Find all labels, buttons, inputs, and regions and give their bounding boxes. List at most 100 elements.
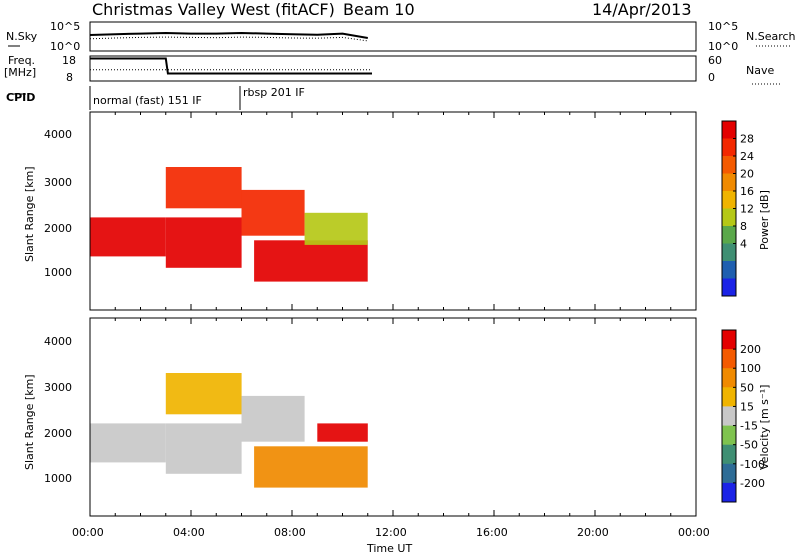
power-cbar-swatch-9 — [722, 278, 736, 297]
power-cbar-swatch-8 — [722, 261, 736, 279]
power-cbar-swatch-1 — [722, 138, 736, 157]
freq-tick-low: 8 — [66, 71, 73, 84]
vel-cbar-swatch-7 — [722, 463, 736, 484]
vel-cbar-tick-label-3: 15 — [740, 400, 754, 413]
nsky-left-tick-low: 10^0 — [50, 40, 80, 53]
cpid-mode-normal: normal (fast) 151 IF — [93, 94, 202, 107]
velocity-ylabel: Slant Range [km] — [23, 374, 36, 470]
vel-cbar-tick-label-0: 200 — [740, 343, 761, 356]
nave-tick-low: 0 — [708, 71, 715, 84]
freq-panel: Freq. [MHz] 18 8 60 0 Nave — [4, 54, 780, 85]
power-data-region-0 — [90, 217, 166, 257]
velocity-frame — [89, 317, 697, 517]
vel-cbar-swatch-0 — [722, 330, 736, 350]
power-colorbar-label: Power [dB] — [758, 190, 771, 250]
vel-data-region-2 — [165, 373, 242, 415]
power-data-region-3 — [241, 189, 305, 236]
time-tick-label-5: 20:00 — [577, 526, 609, 539]
velocity-colorbar: 200 100 50 15 -15 -50 -100 -200 — [721, 329, 765, 503]
power-ylabel: Slant Range [km] — [23, 166, 36, 262]
power-panel: 4000 3000 2000 1000 Slant Range [km] 28 2… — [23, 111, 771, 311]
vel-cbar-swatch-4 — [722, 406, 736, 426]
velocity-ytick-1000: 1000 — [44, 472, 72, 485]
power-ytick-2000: 2000 — [44, 222, 72, 235]
power-cbar-tick-label-5: 8 — [740, 220, 747, 233]
nsky-panel: N.Sky 10^5 10^0 10^5 10^0 N.Search — [6, 20, 796, 53]
nsearch-series-line — [89, 36, 368, 42]
vel-data-region-1 — [165, 423, 242, 474]
vel-data-region-4 — [254, 446, 368, 488]
power-cbar-swatch-2 — [722, 156, 736, 174]
power-ytick-1000: 1000 — [44, 266, 72, 279]
date-label: 14/Apr/2013 — [592, 0, 692, 19]
cpid-label: CPID — [6, 91, 35, 104]
freq-label-line2: [MHz] — [4, 66, 36, 79]
power-cbar-tick-label-2: 20 — [740, 168, 754, 181]
power-cbar-tick-label-3: 16 — [740, 185, 754, 198]
vel-cbar-swatch-1 — [722, 349, 736, 369]
vel-cbar-tick-label-5: -50 — [740, 439, 758, 452]
time-axis-label: Time UT — [366, 542, 412, 554]
beam-label: Beam 10 — [343, 0, 415, 19]
power-ytick-4000: 4000 — [44, 128, 72, 141]
power-data-region-5 — [304, 212, 368, 245]
time-tick-label-6: 00:00 — [678, 526, 710, 539]
vel-cbar-tick-label-2: 50 — [740, 381, 754, 394]
freq-tick-high: 18 — [62, 54, 76, 67]
power-cbar-swatch-3 — [722, 173, 736, 192]
velocity-ytick-4000: 4000 — [44, 335, 72, 348]
power-frame — [89, 111, 697, 311]
nsky-series-line — [89, 31, 368, 39]
power-colorbar: 28 24 20 16 12 8 4 — [721, 120, 754, 297]
vel-cbar-swatch-2 — [722, 368, 736, 388]
vel-cbar-swatch-3 — [722, 387, 736, 407]
power-cbar-tick-label-0: 28 — [740, 133, 754, 146]
vel-cbar-swatch-8 — [722, 482, 736, 503]
power-cbar-swatch-5 — [722, 208, 736, 227]
power-cbar-swatch-6 — [722, 226, 736, 244]
power-heatmap — [90, 167, 368, 282]
velocity-panel: 4000 3000 2000 1000 Slant Range [km] 200… — [23, 317, 771, 517]
freq-frame — [89, 55, 697, 82]
cpid-mode-rbsp: rbsp 201 IF — [243, 86, 305, 99]
freq-label-line1: Freq. — [8, 54, 35, 67]
power-cbar-tick-label-4: 12 — [740, 203, 754, 216]
vel-cbar-tick-label-6: -100 — [740, 458, 765, 471]
site-title: Christmas Valley West (fitACF) — [92, 0, 335, 19]
nsky-frame — [89, 21, 697, 52]
power-cbar-swatch-4 — [722, 191, 736, 209]
time-tick-label-0: 00:00 — [72, 526, 104, 539]
power-ytick-3000: 3000 — [44, 176, 72, 189]
nsearch-label: N.Search — [746, 30, 796, 43]
time-tick-label-1: 04:00 — [173, 526, 205, 539]
nave-label: Nave — [746, 64, 774, 77]
nsky-left-tick-high: 10^5 — [50, 20, 80, 33]
nsky-label: N.Sky — [6, 30, 38, 43]
vel-data-region-5 — [317, 423, 368, 442]
vel-cbar-swatch-6 — [722, 444, 736, 465]
vel-cbar-frame — [721, 329, 737, 503]
power-cbar-tick-label-1: 24 — [740, 150, 754, 163]
power-x-ticks — [114, 112, 672, 310]
power-data-region-4 — [254, 240, 368, 282]
time-tick-label-2: 08:00 — [274, 526, 306, 539]
velocity-x-ticks — [114, 318, 672, 516]
nsky-right-tick-low: 10^0 — [708, 40, 738, 53]
freq-series-line — [90, 57, 372, 75]
time-tick-label-3: 12:00 — [375, 526, 407, 539]
power-data-region-1 — [165, 217, 242, 268]
velocity-colorbar-label: Velocity [m s⁻¹] — [758, 385, 771, 470]
power-cbar-swatch-0 — [722, 121, 736, 139]
vel-cbar-tick-label-4: -15 — [740, 420, 758, 433]
cpid-strip: CPID normal (fast) 151 IF rbsp 201 IF — [6, 86, 305, 110]
velocity-ytick-3000: 3000 — [44, 381, 72, 394]
power-cbar-swatch-7 — [722, 243, 736, 262]
time-axis: 00:00 04:00 08:00 12:00 16:00 20:00 00:00 — [72, 526, 710, 539]
velocity-ytick-2000: 2000 — [44, 427, 72, 440]
vel-data-region-0 — [90, 423, 166, 463]
vel-cbar-tick-label-1: 100 — [740, 362, 761, 375]
power-data-region-2 — [165, 167, 242, 209]
vel-data-region-3 — [241, 395, 305, 442]
